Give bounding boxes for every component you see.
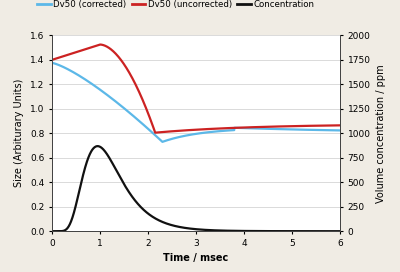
Y-axis label: Volume concentration / ppm: Volume concentration / ppm <box>376 64 386 203</box>
Legend: Dv50 (corrected), Dv50 (uncorrected), Concentration: Dv50 (corrected), Dv50 (uncorrected), Co… <box>34 0 318 13</box>
X-axis label: Time / msec: Time / msec <box>163 254 229 263</box>
Y-axis label: Size (Arbiturary Units): Size (Arbiturary Units) <box>14 79 24 187</box>
